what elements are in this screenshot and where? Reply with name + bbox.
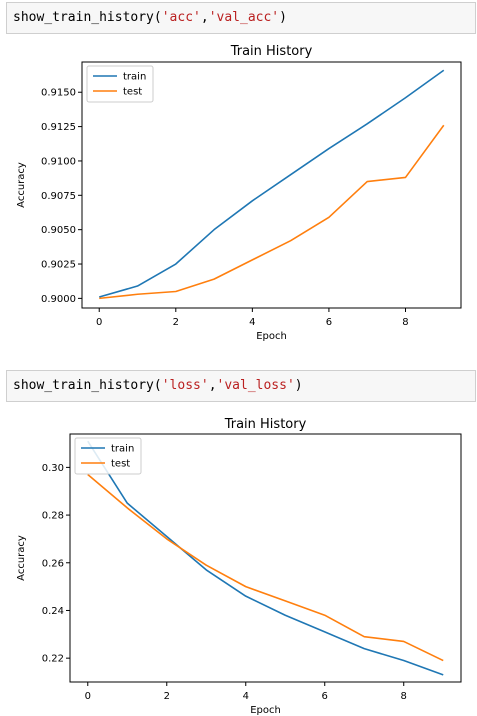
x-tick-label: 0 <box>96 317 102 328</box>
y-tick-label: 0.28 <box>42 511 64 522</box>
code-separator: , <box>208 378 217 393</box>
legend-label-train: train <box>123 72 146 83</box>
accuracy-chart: Train History 0 2 4 6 8 0.9000 0.9025 0.9050 0.90… <box>16 44 462 342</box>
y-tick-label: 0.30 <box>42 463 64 474</box>
y-tick-label: 0.24 <box>42 606 64 617</box>
chart-title: Train History <box>230 44 313 59</box>
chart-title: Train History <box>224 417 307 432</box>
legend-label-test: test <box>123 87 142 98</box>
x-tick-label: 2 <box>164 691 170 702</box>
code-arg-metric: 'loss' <box>161 378 209 393</box>
series-line-test <box>99 124 445 300</box>
y-tick-label: 0.9125 <box>41 122 76 133</box>
legend-label-train: train <box>111 444 134 455</box>
series-line-train <box>87 440 444 676</box>
code-cell-acc[interactable]: show_train_history('acc','val_acc') <box>6 2 476 34</box>
legend-box <box>74 437 142 475</box>
x-axis-label: Epoch <box>250 705 281 716</box>
code-arg-val-metric: 'val_acc' <box>208 10 280 25</box>
x-tick-label: 2 <box>173 317 179 328</box>
y-tick-label: 0.26 <box>42 558 64 569</box>
code-arg-metric: 'acc' <box>161 10 201 25</box>
x-tick-label: 6 <box>326 317 332 328</box>
x-tick-label: 8 <box>402 317 408 328</box>
code-function: show_train_history( <box>13 378 162 393</box>
x-axis-label: Epoch <box>256 331 287 342</box>
y-axis-label: Accuracy <box>16 162 27 208</box>
code-close-paren: ) <box>279 10 287 25</box>
code-function: show_train_history( <box>13 10 162 25</box>
legend-label-test: test <box>111 459 130 470</box>
code-cell-loss[interactable]: show_train_history('loss','val_loss') <box>6 370 476 402</box>
y-axis-label: Accuracy <box>16 535 27 581</box>
x-tick-label: 8 <box>401 691 407 702</box>
x-tick-label: 4 <box>243 691 249 702</box>
series-line-train <box>99 69 445 298</box>
x-tick-label: 0 <box>85 691 91 702</box>
code-separator: , <box>200 10 209 25</box>
x-tick-label: 4 <box>249 317 255 328</box>
plot-frame <box>81 61 462 309</box>
y-tick-label: 0.9100 <box>41 156 76 167</box>
plot-frame <box>69 433 462 683</box>
y-tick-label: 0.22 <box>42 654 64 665</box>
y-tick-label: 0.9000 <box>41 294 76 305</box>
code-arg-val-metric: 'val_loss' <box>216 378 295 393</box>
loss-chart: Train History 0 2 4 6 8 0.22 0.24 0.26 0.28 0.30 Ep… <box>16 417 462 716</box>
x-tick-label: 6 <box>322 691 328 702</box>
y-tick-label: 0.9075 <box>41 191 76 202</box>
series-line-test <box>87 473 444 662</box>
y-tick-label: 0.9050 <box>41 225 76 236</box>
y-tick-label: 0.9150 <box>41 88 76 99</box>
legend-box <box>86 65 154 103</box>
code-close-paren: ) <box>294 378 303 393</box>
y-tick-label: 0.9025 <box>41 260 76 271</box>
